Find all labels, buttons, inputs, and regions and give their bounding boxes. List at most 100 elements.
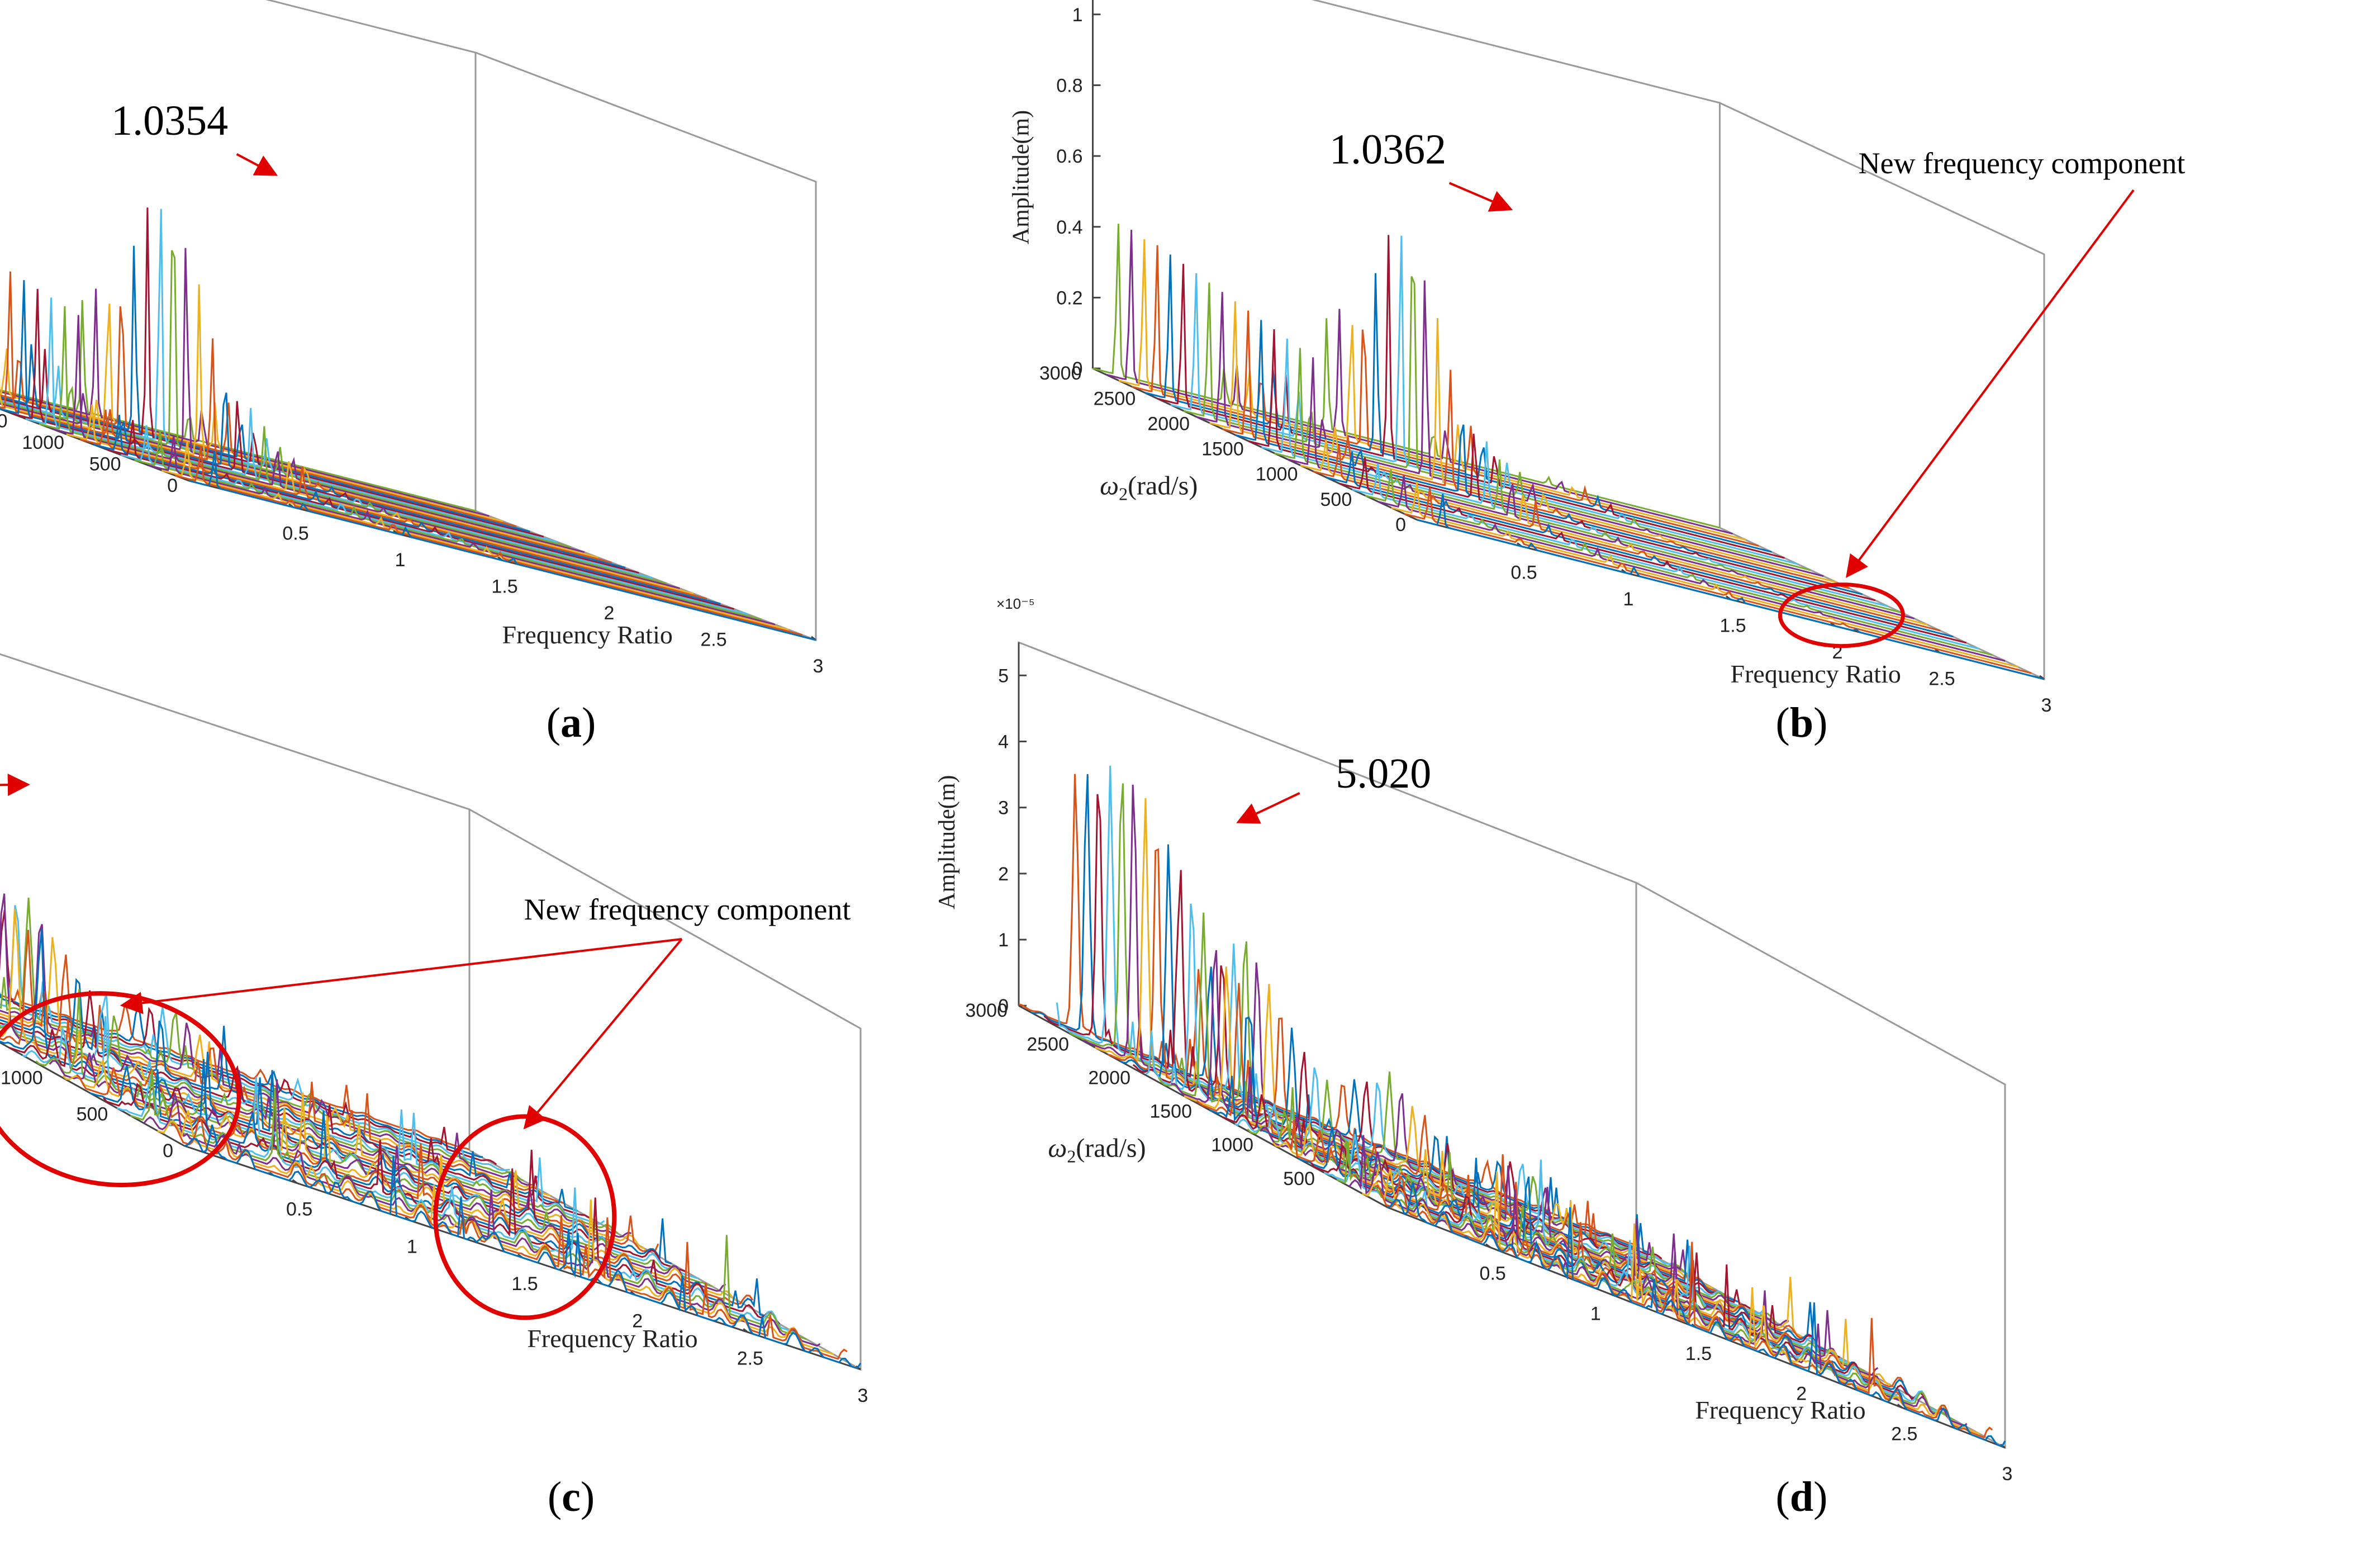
y-tick-label: 1000	[1211, 1135, 1253, 1156]
series-line	[1387, 1182, 2006, 1447]
caption-d: (d)	[1775, 1473, 1828, 1520]
z-tick-label: 4	[998, 731, 1009, 752]
peak-arrow	[1448, 182, 1513, 212]
series-line	[1131, 245, 1759, 547]
x-axis-label: Frequency Ratio	[527, 1324, 697, 1353]
series-line	[120, 425, 748, 615]
y-tick-label: 3000	[1039, 363, 1082, 384]
series-line	[0, 992, 605, 1225]
z-tick-label: 1	[998, 930, 1009, 951]
z-scale-label: ×10⁻⁵	[996, 595, 1035, 612]
x-tick-label: 1.5	[1685, 1343, 1712, 1364]
x-tick	[1897, 1404, 1903, 1409]
caption-c: (c)	[547, 1473, 595, 1520]
series-line	[0, 990, 591, 1220]
x-tick-label: 0.5	[286, 1199, 312, 1220]
y-tick-label: 1500	[1201, 439, 1244, 460]
x-axis-label: Frequency Ratio	[1731, 660, 1901, 688]
y-tick-label: 1500	[1149, 1101, 1192, 1122]
y-tick-label: 2000	[1088, 1067, 1130, 1088]
peak-arrow	[1236, 792, 1300, 824]
x-tick-label: 2	[632, 1311, 643, 1332]
y-tick-label: 0	[1395, 514, 1406, 535]
x-tick-label: 2	[1796, 1383, 1807, 1405]
annotation-arrow-left	[120, 938, 682, 1015]
y-tick-label: 3000	[965, 1000, 1008, 1021]
panel-d: 0 1 2 3 4 5 ×10⁻⁵ Amplitude(m) 0.5 1 1.5 2 2.5 3 Frequ…	[934, 595, 2012, 1485]
series-line	[184, 1124, 862, 1369]
x-tick-label: 3	[2002, 1463, 2013, 1485]
z-axis-label: Amplitude(m)	[934, 775, 960, 909]
y-tick-label: 1500	[0, 411, 8, 432]
x-tick-label: 1	[1590, 1303, 1601, 1324]
series-line	[1352, 463, 1980, 650]
series-line	[0, 909, 497, 1165]
y-tick-label: 1000	[22, 432, 64, 453]
series-line	[1120, 844, 1738, 1303]
annotation-text: New frequency component	[1859, 146, 2186, 180]
series-line	[157, 1110, 834, 1356]
axis-right-wall	[1719, 102, 2045, 681]
panel-a: 00.20.40.60.811.2×10⁻⁴Amplitude(m)0.511.…	[0, 0, 823, 677]
x-tick-label: 2.5	[1891, 1423, 1917, 1444]
series-line	[0, 284, 598, 558]
x-tick-label: 2.5	[737, 1348, 763, 1369]
peak-label: 1.0354	[111, 97, 228, 144]
series-line	[148, 435, 776, 625]
new-component-ellipse	[1778, 582, 1905, 648]
series-line	[1365, 469, 1993, 656]
panel-b: 00.20.40.60.811.2×10⁻⁴Amplitude(m)0.511.…	[1009, 0, 2186, 716]
panel-c: 0123456×10⁻⁵Amplitude(m)0.511.522.53Freq…	[0, 653, 868, 1406]
y-tick-label: 500	[1283, 1168, 1315, 1189]
x-tick-label: 3	[813, 656, 824, 677]
y-tick-label: 0	[163, 1140, 173, 1162]
series-line	[1417, 494, 2045, 680]
y-tick-label: 500	[77, 1104, 108, 1125]
z-axis-label: Amplitude(m)	[1009, 110, 1034, 244]
z-tick-label: 3	[998, 798, 1009, 819]
series-line	[1092, 224, 1720, 529]
z-tick-label: 0	[998, 996, 1009, 1017]
y-tick-label: 500	[89, 454, 121, 475]
series-line	[1374, 1174, 1993, 1439]
series-line	[134, 430, 762, 620]
x-tick-label: 1	[1623, 589, 1634, 610]
x-tick	[743, 1328, 749, 1333]
y-tick-label: 2000	[1147, 413, 1190, 434]
x-tick-label: 1	[407, 1236, 417, 1257]
x-tick-label: 1.5	[511, 1273, 538, 1295]
z-tick-label: 0.2	[1056, 287, 1082, 309]
series-line	[0, 988, 470, 1151]
y-tick-label: 2500	[1027, 1034, 1069, 1055]
series-line	[1196, 983, 1815, 1343]
series-line	[1105, 230, 1733, 535]
series-line	[1260, 1116, 1879, 1376]
series-line	[0, 300, 476, 512]
x-tick-label: 1.5	[1719, 615, 1746, 637]
series-line	[0, 245, 530, 533]
z-tick-label: 0.8	[1056, 75, 1082, 96]
x-tick-label: 2.5	[1928, 669, 1955, 690]
series-line	[1132, 870, 1751, 1310]
x-tick-label: 1	[395, 549, 406, 571]
series-line	[0, 207, 544, 538]
series-line	[75, 1067, 754, 1305]
x-tick-label: 0.5	[1510, 562, 1537, 584]
x-tick-label: 3	[858, 1385, 868, 1406]
annotation-arrow	[1846, 189, 2135, 578]
x-tick	[1485, 1243, 1491, 1248]
series-line	[0, 248, 585, 553]
series-line	[1391, 481, 2018, 668]
series-line	[1209, 301, 1837, 584]
peak-label: 5.020	[1336, 750, 1431, 797]
caption-a: (a)	[546, 699, 596, 746]
series-line	[39, 306, 667, 584]
y-tick-label: 1000	[1256, 464, 1298, 485]
x-tick-label: 0.5	[282, 523, 308, 544]
z-tick-label: 5	[998, 665, 1009, 686]
axis-right-wall	[1635, 881, 2006, 1449]
series-line	[0, 954, 564, 1205]
y-tick-label: 2500	[1094, 388, 1136, 409]
x-tick-label: 2	[604, 603, 615, 624]
